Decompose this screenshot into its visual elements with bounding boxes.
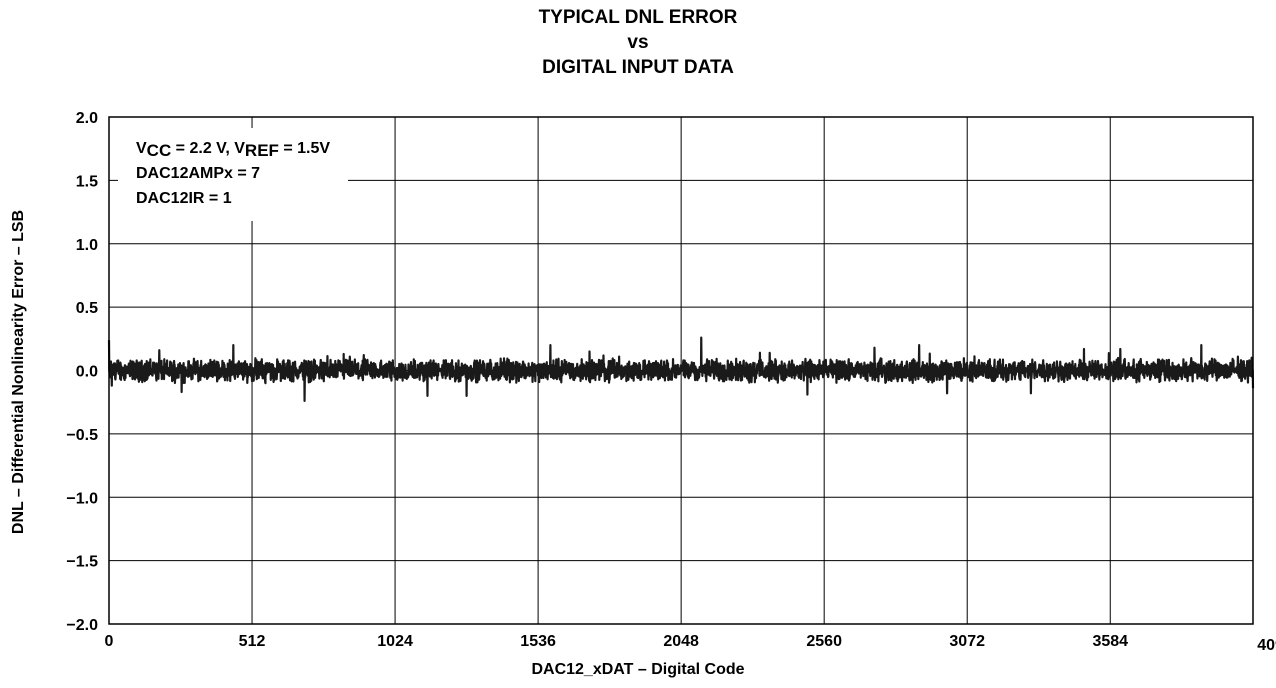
y-tick-label: −2.0 — [66, 617, 98, 634]
annotation-line-2: DAC12AMPx = 7 — [136, 165, 261, 182]
y-tick-label: −1.5 — [66, 554, 98, 571]
y-tick-label: 0.0 — [76, 364, 98, 381]
conditions-annotation: VCC = 2.2 V, VREF = 1.5V DAC12AMPx = 7 D… — [118, 128, 349, 221]
annotation-line-3: DAC12IR = 1 — [136, 190, 232, 207]
y-tick-label: −1.0 — [66, 490, 98, 507]
y-tick-label: 2.0 — [76, 110, 98, 127]
x-tick-label: 1536 — [520, 633, 556, 650]
y-tick-label: 0.5 — [76, 300, 98, 317]
dnl-series-line — [107, 336, 1255, 403]
x-tick-label: 3072 — [949, 633, 985, 650]
plot-frame — [108, 116, 1254, 625]
x-tick-label: 0 — [105, 633, 114, 650]
y-tick-label: 1.0 — [76, 237, 98, 254]
x-tick-label: 3584 — [1092, 633, 1128, 650]
y-tick-labels: 2.0 1.5 1.0 0.5 0.0 −0.5 −1.0 −1.5 −2.0 — [66, 110, 98, 634]
x-tick-label: 2560 — [806, 633, 842, 650]
chart-title-line-2: vs — [627, 32, 649, 53]
series-group — [107, 336, 1255, 403]
x-tick-labels: 0 512 1024 1536 2048 2560 3072 3584 4095 — [105, 633, 1276, 654]
x-axis-label: DAC12_xDAT – Digital Code — [531, 661, 745, 678]
x-tick-label: 2048 — [663, 633, 699, 650]
y-tick-label: 1.5 — [76, 173, 98, 190]
chart-title-line-1: TYPICAL DNL ERROR — [538, 7, 738, 28]
x-tick-label: 512 — [239, 633, 266, 650]
annotation-line-1: VCC = 2.2 V, VREF = 1.5V — [136, 140, 331, 160]
y-tick-label: −0.5 — [66, 427, 98, 444]
x-tick-label: 1024 — [377, 633, 413, 650]
chart-title-line-3: DIGITAL INPUT DATA — [542, 57, 734, 78]
x-tick-label: 4095 — [1257, 637, 1276, 654]
